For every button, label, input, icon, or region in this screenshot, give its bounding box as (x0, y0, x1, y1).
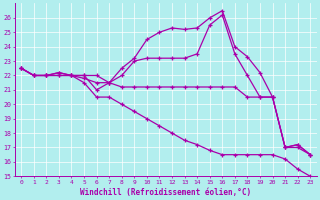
X-axis label: Windchill (Refroidissement éolien,°C): Windchill (Refroidissement éolien,°C) (80, 188, 251, 197)
